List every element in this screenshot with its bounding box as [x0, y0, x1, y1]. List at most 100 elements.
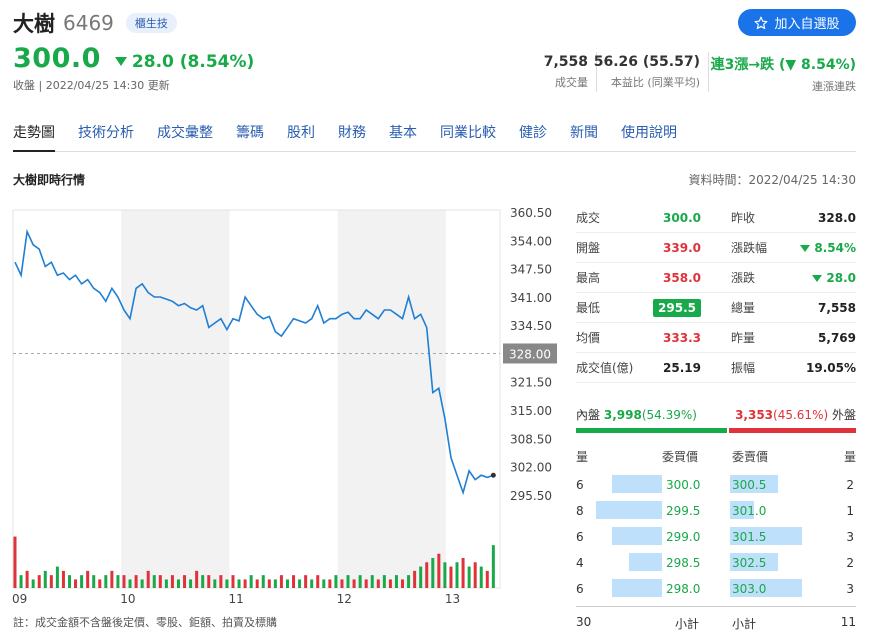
- volume-bar: [461, 558, 465, 588]
- intraday-chart[interactable]: 360.50 354.00 347.50 341.00 334.50 321.50 315.…: [0, 200, 565, 610]
- volume-bar: [334, 575, 338, 588]
- volume-bar: [116, 575, 120, 588]
- volume-bar: [86, 570, 90, 588]
- orderbook-row[interactable]: 8 299.5 301.0 1: [576, 498, 856, 524]
- outside-pct: (45.61%): [773, 408, 829, 422]
- bid-total: 30: [576, 615, 592, 629]
- orderbook-row[interactable]: 6 298.0 303.0 3: [576, 576, 856, 602]
- volume-bar: [110, 570, 114, 588]
- volume-bar: [92, 575, 96, 588]
- quote-cell: 最高 358.0: [576, 269, 701, 286]
- orderbook-row[interactable]: 6 299.0 301.5 3: [576, 524, 856, 550]
- volume-bar: [80, 575, 84, 588]
- tab-dividend[interactable]: 股利: [287, 125, 315, 141]
- ask-depth-bar: [730, 501, 754, 519]
- quote-value: 7,558: [818, 300, 856, 315]
- volume-bar: [255, 579, 259, 588]
- tab-finance[interactable]: 財務: [338, 125, 366, 141]
- inside-volume: 內盤 3,998(54.39%): [576, 406, 697, 423]
- reference-label: 328.00: [509, 347, 551, 361]
- outside-volume: 3,353(45.61%) 外盤: [735, 406, 856, 423]
- quote-row: 成交值(億) 25.19 振幅 19.05%: [576, 353, 856, 383]
- volume-bar: [140, 579, 144, 588]
- quote-cell: 昨收 328.0: [731, 209, 856, 226]
- bid-price-header: 委買價: [662, 450, 699, 464]
- tab-peers[interactable]: 同業比較: [440, 125, 496, 141]
- quote-value-wrap: 333.3: [663, 331, 701, 345]
- divider: [708, 52, 709, 92]
- quote-value-wrap: 28.0: [812, 271, 856, 285]
- tab-chips[interactable]: 籌碼: [236, 125, 264, 141]
- quote-value-wrap: 339.0: [663, 241, 701, 255]
- star-icon: [755, 16, 768, 29]
- volume-bar: [213, 579, 217, 588]
- quote-value: 358.0: [663, 270, 701, 285]
- ask-qty: 2: [846, 478, 854, 492]
- x-tick-label: 11: [228, 592, 243, 606]
- quote-value: 328.0: [818, 210, 856, 225]
- tab-technical[interactable]: 技術分析: [78, 125, 134, 141]
- price-change: 28.0 (8.54%): [114, 52, 255, 72]
- ask-qty: 2: [846, 556, 854, 570]
- divider: [596, 52, 597, 92]
- bid-depth-bar: [629, 553, 662, 571]
- volume-bar: [122, 575, 126, 588]
- orderbook-row[interactable]: 6 300.0 300.5 2: [576, 472, 856, 498]
- bid-subtotal-label: 小計: [675, 617, 700, 631]
- quote-row: 開盤 339.0 漲跌幅 8.54%: [576, 233, 856, 263]
- quote-label: 成交值(億): [576, 361, 634, 375]
- quote-label: 成交: [576, 211, 601, 225]
- volume-bar: [292, 575, 296, 588]
- volume-bar: [273, 579, 277, 588]
- stat-value: 連3漲→跌 (▼ 8.54%): [710, 57, 856, 73]
- quote-label: 均價: [576, 331, 601, 345]
- y-tick-label: 308.50: [510, 432, 552, 446]
- volume-bar: [358, 575, 362, 588]
- tab-news[interactable]: 新聞: [570, 125, 598, 141]
- bid-qty: 6: [576, 582, 584, 596]
- quote-value: 333.3: [663, 330, 701, 345]
- x-tick-label: 12: [337, 592, 352, 606]
- tab-health[interactable]: 健診: [519, 125, 547, 141]
- price-change-value: 28.0 (8.54%): [131, 52, 255, 72]
- hour-band: [337, 210, 446, 588]
- add-watchlist-button[interactable]: 加入自選股: [738, 9, 856, 36]
- down-triangle-icon: [812, 274, 823, 282]
- industry-badge[interactable]: 櫃生技: [125, 13, 177, 33]
- x-tick-label: 13: [445, 592, 460, 606]
- quote-value: 25.19: [663, 360, 701, 375]
- orderbook-row[interactable]: 4 298.5 302.5 2: [576, 550, 856, 576]
- x-tick-label: 09: [12, 592, 27, 606]
- inside-label: 內盤: [576, 408, 601, 422]
- y-tick-label: 347.50: [510, 263, 552, 277]
- volume-bar: [219, 575, 223, 588]
- tab-help[interactable]: 使用說明: [621, 125, 677, 141]
- tab-trend[interactable]: 走勢圖: [13, 122, 55, 152]
- tab-trades[interactable]: 成交彙整: [157, 125, 213, 141]
- tab-basic[interactable]: 基本: [389, 125, 417, 141]
- orderbook-subtotal: 30 小計 小計 11: [576, 606, 856, 632]
- bid-price: 299.0: [666, 530, 701, 544]
- quote-cell: 漲跌 28.0: [731, 269, 856, 286]
- quote-value: 8.54%: [814, 240, 856, 255]
- volume-bar: [473, 562, 477, 588]
- y-tick-label: 341.00: [510, 291, 552, 305]
- bid-depth-bar: [596, 501, 662, 519]
- ask-depth-bar: [730, 553, 778, 571]
- quote-value-wrap: 25.19: [663, 361, 701, 375]
- stock-name: 大樹: [13, 12, 55, 36]
- volume-bar: [74, 579, 78, 588]
- volume-bar: [67, 575, 71, 588]
- down-triangle-icon: [800, 244, 811, 252]
- outside-value: 3,353: [735, 408, 774, 422]
- volume-bar: [164, 579, 168, 588]
- stat-value: 7,558: [543, 54, 588, 70]
- volume-bar: [285, 579, 289, 588]
- volume-bar: [407, 575, 411, 588]
- volume-bar: [237, 579, 241, 588]
- volume-bar: [394, 575, 398, 588]
- volume-bar: [443, 562, 447, 588]
- ask-price: 302.5: [732, 556, 767, 570]
- quote-value-wrap: 5,769: [818, 331, 856, 345]
- volume-bar: [279, 575, 283, 588]
